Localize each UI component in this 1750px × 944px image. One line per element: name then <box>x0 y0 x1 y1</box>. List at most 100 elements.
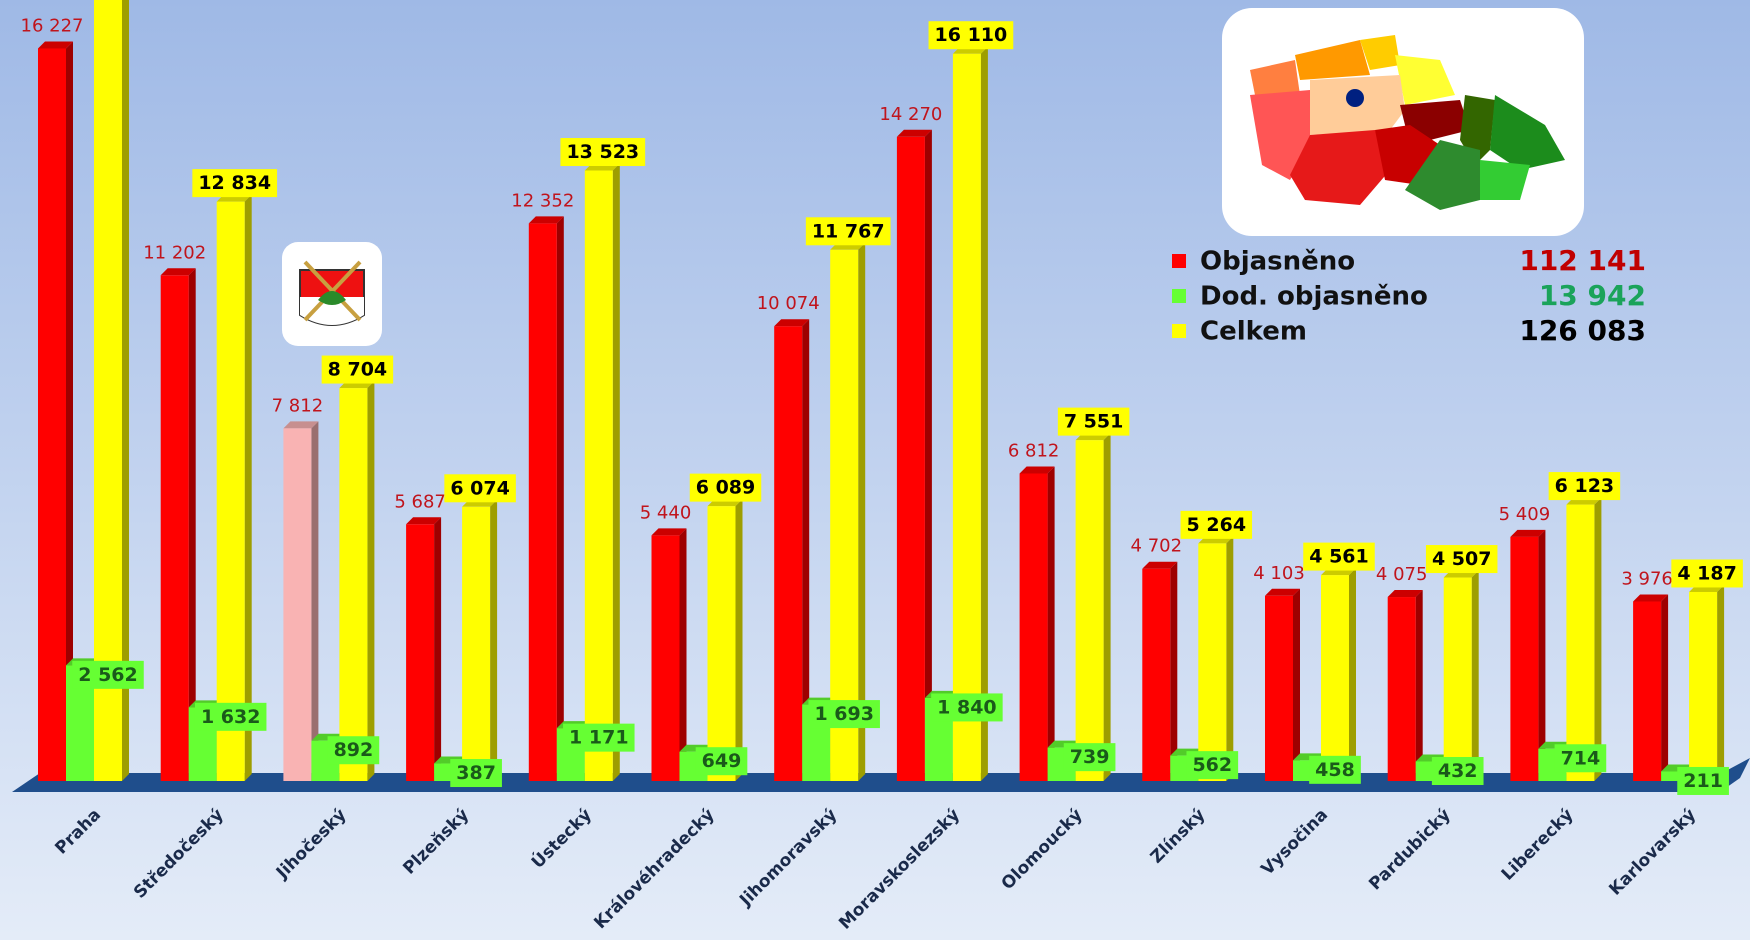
value-label-box <box>1425 545 1498 574</box>
value-label: 6 089 <box>696 477 756 499</box>
bar-side <box>1226 536 1234 781</box>
value-label-box <box>805 217 891 246</box>
legend-swatch <box>1172 324 1186 338</box>
value-label: 12 834 <box>198 172 271 194</box>
bar <box>896 136 925 782</box>
bar-side <box>1538 529 1546 781</box>
bar-side <box>980 46 988 781</box>
logo-shield <box>300 297 364 325</box>
value-label: 562 <box>1192 754 1232 776</box>
bar <box>707 506 736 781</box>
value-label: 432 <box>1438 760 1478 782</box>
value-label: 7 551 <box>1064 411 1124 433</box>
bar-side <box>735 499 743 781</box>
bar <box>1265 595 1293 781</box>
value-label-box <box>1186 751 1239 780</box>
bar-side <box>1471 570 1479 781</box>
bar-top <box>160 268 196 276</box>
value-label: 2 562 <box>78 664 138 686</box>
bar-side <box>556 216 564 782</box>
map-region <box>1490 95 1565 170</box>
value-label-box <box>1548 472 1621 501</box>
bar-side <box>1047 466 1055 781</box>
value-label: 739 <box>1070 746 1110 768</box>
value-label: 10 074 <box>757 293 820 314</box>
bar-top <box>651 528 687 536</box>
bar-top <box>38 41 73 49</box>
value-label-box <box>444 474 516 503</box>
value-label: 11 202 <box>143 242 206 263</box>
value-label: 4 507 <box>1432 548 1492 570</box>
bar <box>1443 577 1472 781</box>
value-label: 5 264 <box>1187 514 1247 536</box>
value-label: 7 812 <box>272 395 324 416</box>
value-label-box <box>931 693 1003 722</box>
value-label: 211 <box>1683 770 1723 792</box>
bar <box>406 524 435 781</box>
bar-top <box>1510 529 1546 537</box>
map-region <box>1395 55 1455 105</box>
bar-top <box>1387 590 1423 598</box>
value-label-box <box>72 660 144 689</box>
map-panel <box>1222 8 1584 236</box>
logo-leaf <box>318 291 346 305</box>
value-label-box <box>327 736 380 765</box>
value-label: 4 187 <box>1677 562 1737 584</box>
map-region <box>1290 130 1390 205</box>
value-label-box <box>1431 756 1484 785</box>
bar <box>952 53 981 781</box>
bar-top <box>406 517 442 525</box>
value-label-box <box>1180 510 1253 539</box>
bar-top <box>1142 561 1178 569</box>
value-label: 6 123 <box>1555 475 1615 497</box>
bar <box>216 201 245 782</box>
value-label-box <box>192 169 278 198</box>
value-label-box <box>808 700 880 729</box>
bar-side <box>1103 433 1111 781</box>
map-region <box>1250 90 1310 180</box>
value-label: 13 523 <box>566 141 639 163</box>
bar-top <box>528 216 564 224</box>
legend-total: 13 942 <box>1539 279 1646 312</box>
bar <box>651 535 680 781</box>
bar-side <box>66 41 73 781</box>
bar-top <box>1265 588 1300 596</box>
bar <box>1661 771 1690 781</box>
bar-side <box>1594 497 1602 781</box>
value-label-box <box>450 759 502 788</box>
bar-side <box>490 499 498 781</box>
bar <box>528 223 557 782</box>
value-label-box <box>1303 542 1375 571</box>
value-label-box <box>689 473 762 502</box>
value-label: 6 074 <box>450 477 510 499</box>
bar-side <box>311 421 319 781</box>
value-label-box <box>1671 559 1743 588</box>
bar-side <box>244 194 252 782</box>
legend-swatch <box>1172 254 1186 268</box>
legend-swatch <box>1172 289 1186 303</box>
map-region <box>1480 160 1530 200</box>
value-label: 6 812 <box>1008 440 1060 461</box>
value-label: 387 <box>456 762 496 784</box>
value-label: 1 840 <box>937 696 997 718</box>
value-label: 892 <box>334 739 374 761</box>
bar-side <box>612 163 620 781</box>
bar <box>774 326 803 781</box>
value-label: 4 561 <box>1309 546 1369 568</box>
bar-side <box>1349 568 1356 781</box>
bar-side <box>1717 584 1725 781</box>
value-label: 12 352 <box>511 190 574 211</box>
map-region <box>1360 35 1400 70</box>
bar-side <box>188 268 196 781</box>
bar <box>1566 504 1595 781</box>
logo <box>282 242 382 346</box>
bar <box>1075 440 1104 781</box>
bar <box>38 48 66 781</box>
bar-side <box>434 517 442 781</box>
value-label: 5 687 <box>394 491 446 512</box>
bar <box>339 388 368 781</box>
value-label: 8 704 <box>328 359 388 381</box>
bar-side <box>1170 561 1178 781</box>
bar-side <box>802 319 810 781</box>
bar-side <box>924 129 932 782</box>
